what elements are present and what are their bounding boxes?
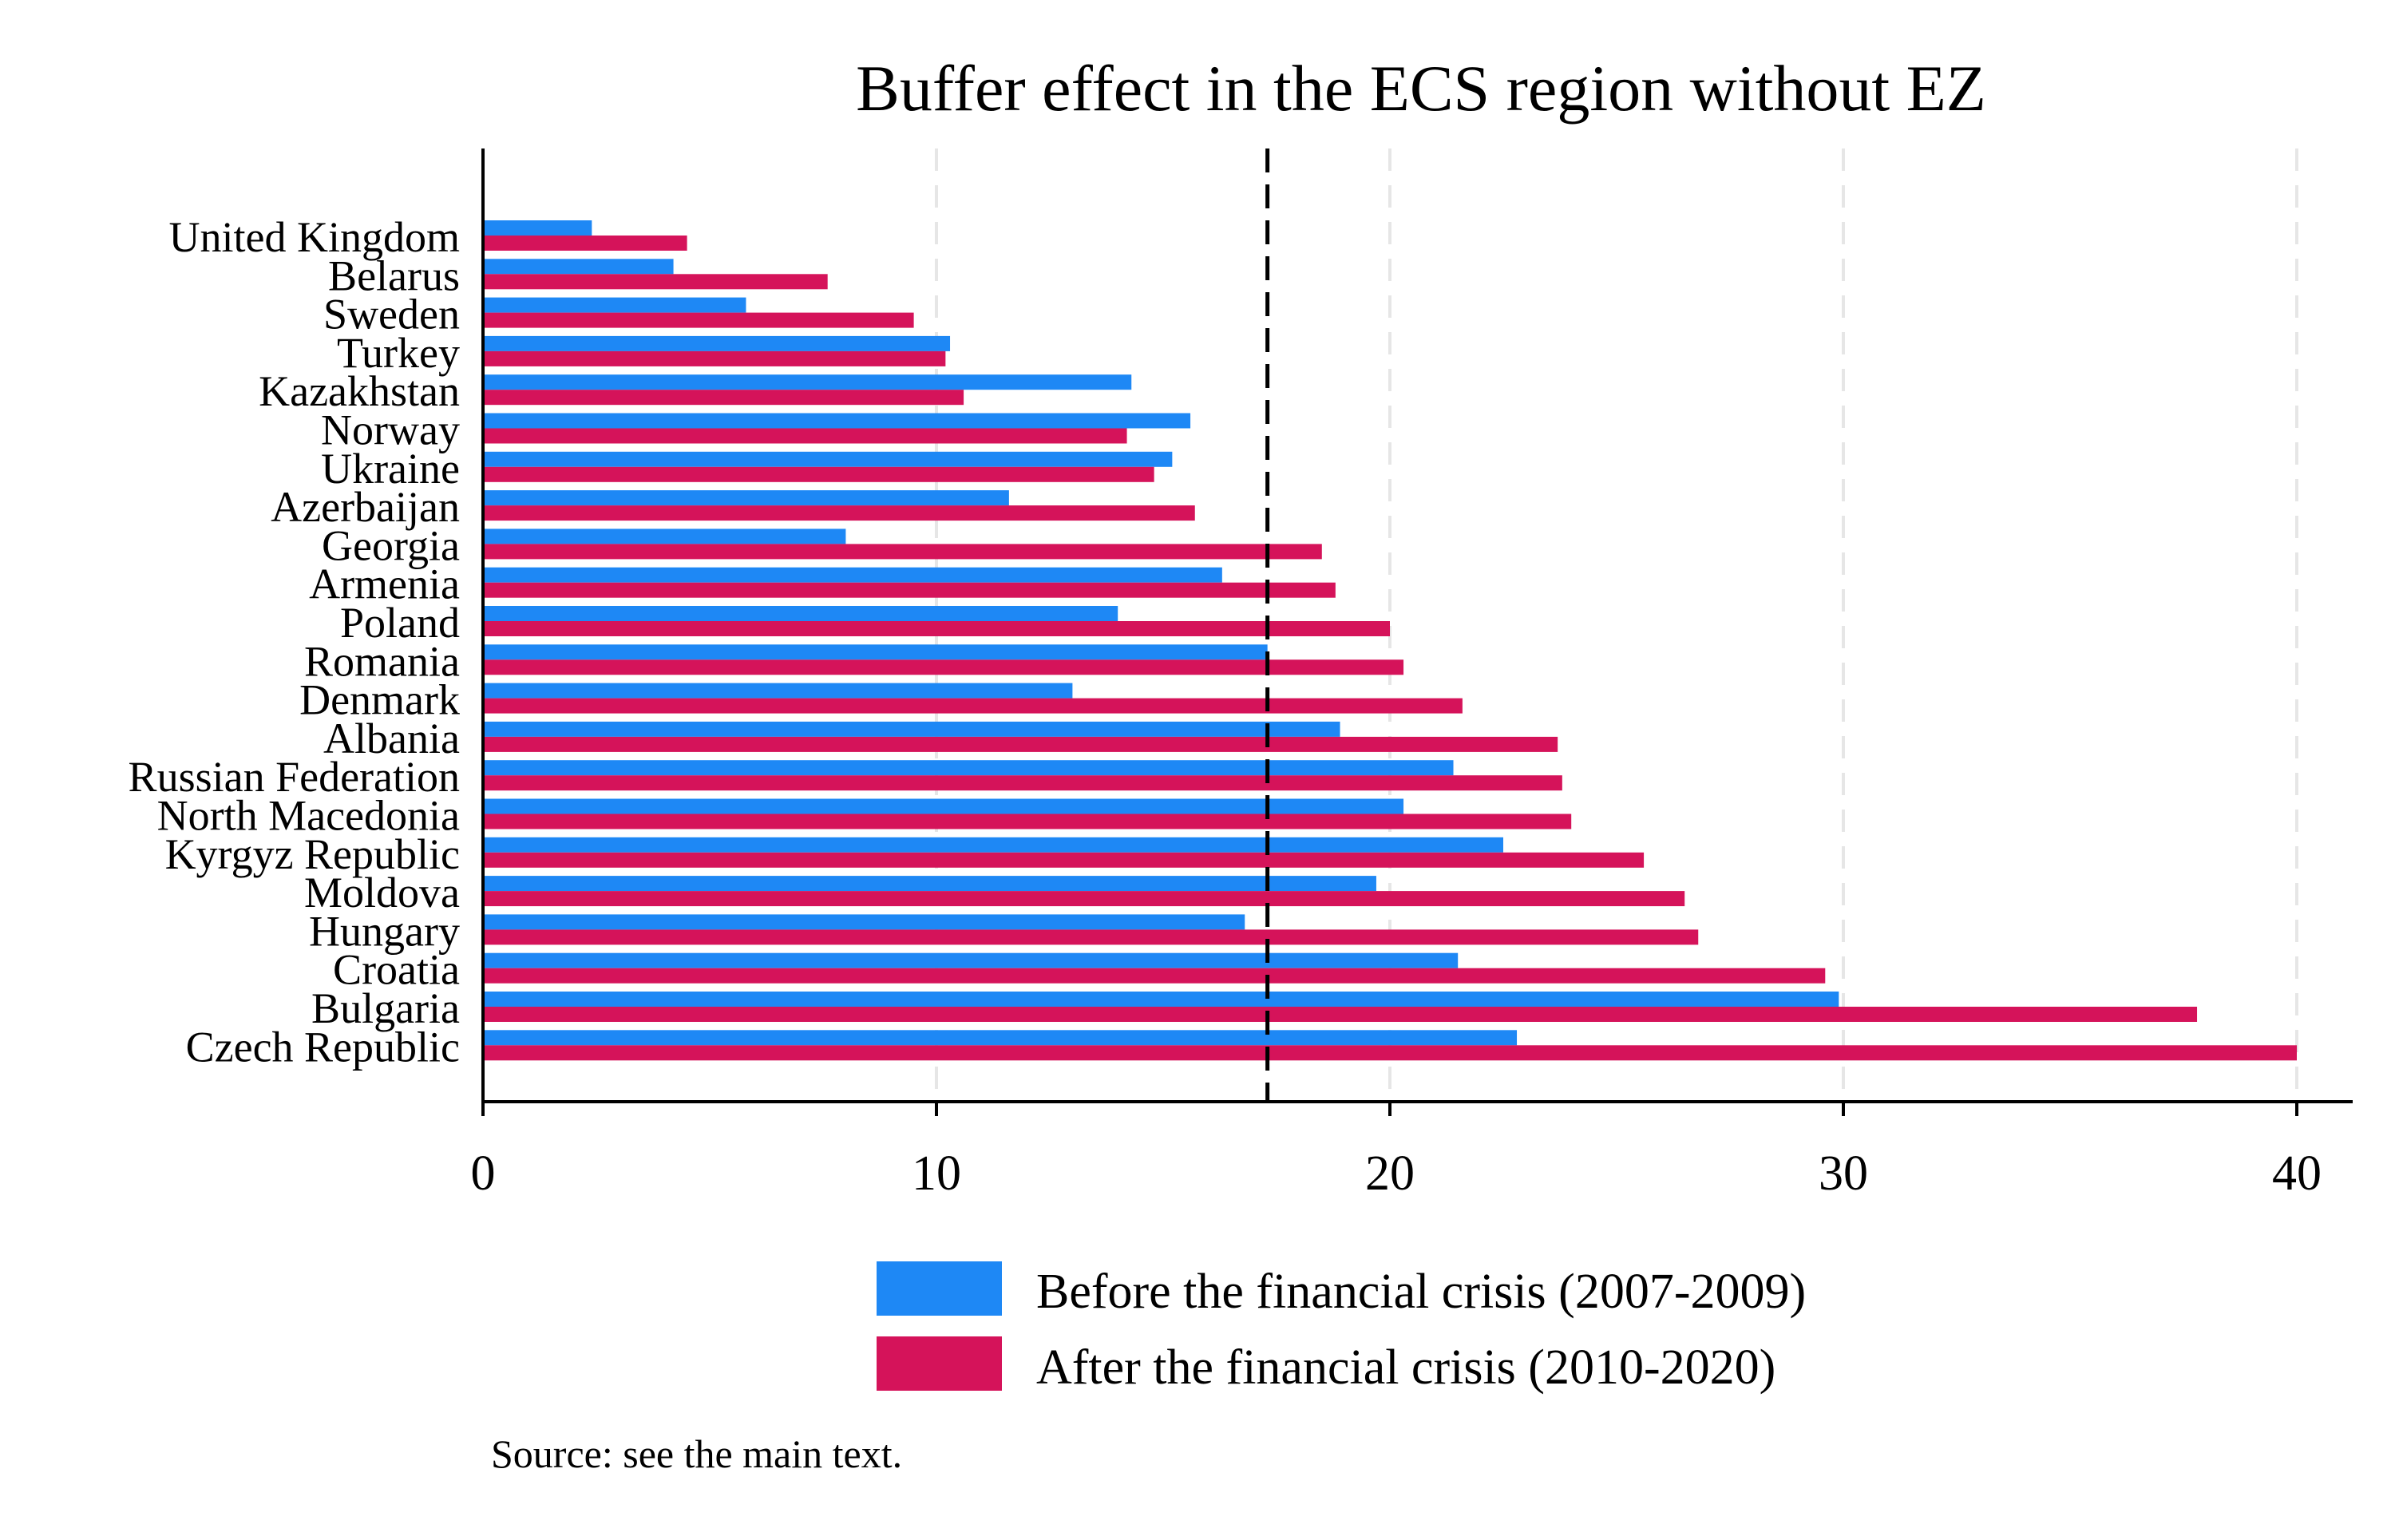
- bar-before-13: [483, 721, 1340, 737]
- bar-after-3: [483, 350, 946, 366]
- bars: [483, 220, 2297, 1061]
- y-tick-label-13: Albania: [323, 715, 460, 762]
- bar-after-18: [483, 929, 1699, 945]
- bar-before-21: [483, 1030, 1518, 1046]
- bar-after-19: [483, 968, 1826, 984]
- bar-after-10: [483, 621, 1390, 636]
- legend-label-after: After the financial crisis (2010-2020): [1036, 1340, 1775, 1395]
- bar-before-15: [483, 798, 1404, 814]
- y-tick-label-18: Hungary: [309, 907, 460, 955]
- x-tick-label-1: 10: [912, 1146, 961, 1201]
- bar-before-10: [483, 606, 1118, 621]
- y-tick-label-2: Sweden: [323, 291, 460, 338]
- legend-swatch-before: [877, 1261, 1002, 1316]
- bar-after-13: [483, 736, 1558, 752]
- y-tick-label-20: Bulgaria: [311, 984, 460, 1032]
- x-tick-label-3: 30: [1819, 1146, 1868, 1201]
- bar-before-6: [483, 451, 1173, 467]
- y-tick-label-17: Moldova: [304, 869, 460, 916]
- legend-swatch-after: [877, 1336, 1002, 1391]
- bar-after-6: [483, 466, 1154, 482]
- bar-before-11: [483, 644, 1268, 660]
- y-tick-label-10: Poland: [340, 599, 460, 647]
- bar-before-3: [483, 335, 951, 351]
- bar-after-20: [483, 1007, 2198, 1022]
- bar-after-11: [483, 659, 1404, 675]
- source-note: Source: see the main text.: [491, 1431, 902, 1476]
- chart-title: Buffer effect in the ECS region without …: [856, 52, 1986, 125]
- y-tick-label-16: Kyrgyz Republic: [165, 830, 460, 878]
- x-tick-label-2: 20: [1365, 1146, 1415, 1201]
- bar-after-12: [483, 698, 1463, 714]
- grid-lines: [935, 148, 2298, 1102]
- bar-after-9: [483, 582, 1336, 598]
- bar-before-2: [483, 297, 746, 313]
- bar-after-15: [483, 814, 1572, 829]
- bar-after-7: [483, 505, 1195, 521]
- bar-before-18: [483, 914, 1245, 930]
- x-tick-label-0: 0: [471, 1146, 496, 1201]
- bar-after-4: [483, 390, 964, 406]
- bar-after-0: [483, 236, 687, 251]
- bar-before-0: [483, 220, 592, 236]
- bar-after-2: [483, 312, 914, 328]
- legend-label-before: Before the financial crisis (2007-2009): [1036, 1265, 1806, 1319]
- bar-after-17: [483, 891, 1685, 907]
- y-tick-label-0: United Kingdom: [169, 213, 460, 261]
- x-tick-labels: 0 10 20 30 40: [471, 1146, 2322, 1201]
- y-tick-label-21: Czech Republic: [186, 1023, 460, 1071]
- y-tick-label-6: Ukraine: [321, 445, 460, 493]
- y-tick-labels: United KingdomBelarusSwedenTurkeyKazakhs…: [129, 213, 460, 1071]
- bar-before-5: [483, 413, 1191, 429]
- y-tick-label-19: Croatia: [333, 946, 460, 994]
- bar-before-1: [483, 259, 674, 275]
- bar-before-16: [483, 837, 1503, 853]
- y-tick-label-9: Armenia: [309, 560, 460, 608]
- legend: Before the financial crisis (2007-2009) …: [877, 1261, 1806, 1395]
- bar-before-17: [483, 876, 1376, 892]
- bar-after-5: [483, 428, 1127, 444]
- y-tick-label-14: Russian Federation: [129, 753, 460, 801]
- bar-before-8: [483, 529, 846, 544]
- bar-after-21: [483, 1045, 2297, 1061]
- y-tick-label-5: Norway: [321, 406, 460, 454]
- x-tick-label-4: 40: [2272, 1146, 2322, 1201]
- y-tick-label-4: Kazakhstan: [259, 367, 460, 415]
- bar-before-19: [483, 952, 1459, 968]
- y-tick-label-7: Azerbaijan: [271, 483, 460, 531]
- bar-before-9: [483, 567, 1222, 583]
- bar-before-12: [483, 683, 1073, 699]
- bar-after-8: [483, 544, 1322, 560]
- bar-after-1: [483, 274, 828, 290]
- y-tick-label-3: Turkey: [337, 329, 460, 377]
- y-tick-label-12: Denmark: [299, 676, 460, 724]
- y-tick-label-8: Georgia: [322, 521, 460, 569]
- bar-after-14: [483, 775, 1562, 791]
- bar-before-14: [483, 760, 1454, 776]
- bar-before-4: [483, 374, 1132, 390]
- y-tick-label-15: North Macedonia: [157, 792, 460, 840]
- axes: [481, 148, 2353, 1116]
- bar-before-20: [483, 992, 1839, 1007]
- y-tick-label-1: Belarus: [328, 251, 460, 299]
- y-tick-label-11: Romania: [304, 637, 460, 685]
- bar-after-16: [483, 852, 1645, 868]
- bar-before-7: [483, 490, 1009, 506]
